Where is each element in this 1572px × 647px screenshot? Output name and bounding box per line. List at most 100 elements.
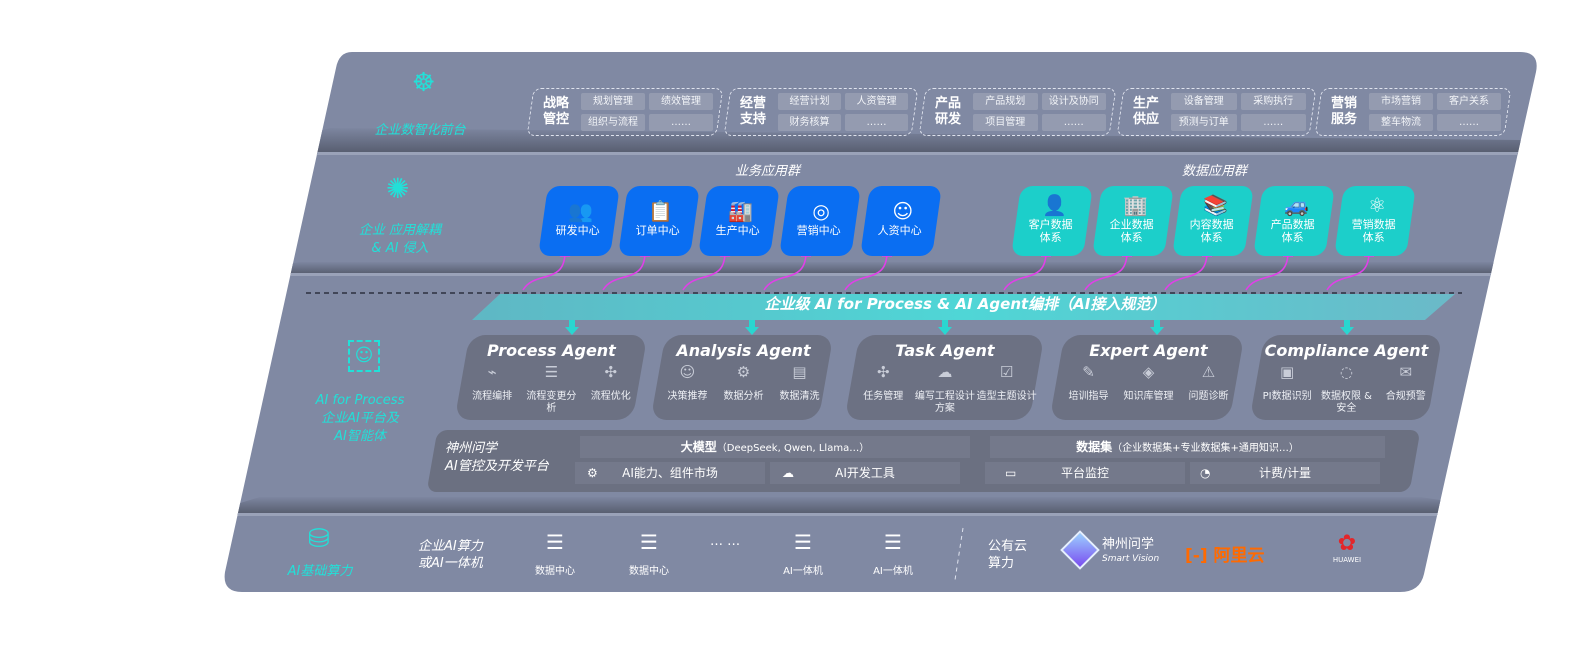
group-item[interactable]: 项目管理 — [973, 114, 1038, 131]
group-item[interactable]: 设备管理 — [1171, 93, 1237, 110]
group-item[interactable]: 市场营销 — [1369, 93, 1433, 110]
agent-feature[interactable]: ☑ 造型主题设计 — [977, 363, 1037, 415]
agent-card[interactable]: Analysis Agent ☺ 决策推荐 ⚙ 数据分析 ▤ 数据清洗 — [650, 335, 834, 420]
datasets-bar[interactable]: 数据集（企业数据集+专业数据集+通用知识…） — [990, 436, 1385, 458]
agent-feature[interactable]: ☰ 流程变更分析 — [522, 363, 581, 415]
group-item[interactable]: 客户关系 — [1437, 93, 1501, 110]
users-icon: 👥 — [567, 199, 593, 223]
group-item[interactable]: 整车物流 — [1369, 114, 1433, 131]
agent-card[interactable]: Expert Agent ✎ 培训指导 ◈ 知识库管理 ⚠ 问题诊断 — [1049, 335, 1245, 420]
agent-feature[interactable]: ⚙ 数据分析 — [715, 363, 771, 403]
group-item[interactable]: …… — [845, 114, 908, 131]
magenta-arrow — [763, 251, 807, 291]
agent-feature[interactable]: ⌁ 流程编排 — [462, 363, 521, 415]
app-tile[interactable]: 🏭 生产中心 — [698, 186, 780, 256]
app-tile[interactable]: 📋 订单中心 — [618, 186, 700, 256]
agent-features: ▣ PI数据识别 ◌ 数据权限 & 安全 ✉ 合规预警 — [1257, 363, 1435, 415]
layer-label-apps-line1: 企业 应用解耦 — [358, 223, 442, 238]
orchestration-banner — [472, 294, 1455, 320]
agent-feature[interactable]: ☁ 编写工程设计方案 — [914, 363, 975, 415]
group-item[interactable]: 绩效管理 — [649, 93, 713, 110]
group-item[interactable]: …… — [1041, 114, 1106, 131]
magenta-arrow — [602, 251, 646, 291]
teal-down-arrow — [565, 320, 579, 335]
models-bar[interactable]: 大模型（DeepSeek, Qwen, Llama…） — [580, 436, 970, 458]
agent-card[interactable]: Task Agent ✣ 任务管理 ☁ 编写工程设计方案 ☑ 造型主题设计 — [844, 335, 1045, 420]
devtools-bar[interactable]: ☁ AI开发工具 — [770, 462, 960, 484]
group-title: 营销服务 — [1330, 96, 1357, 127]
agent-feature[interactable]: ◌ 数据权限 & 安全 — [1317, 363, 1376, 415]
group-title: 生产供应 — [1132, 96, 1159, 127]
group-item[interactable]: 人资管理 — [845, 93, 908, 110]
billing-label: 计费/计量 — [1258, 466, 1312, 480]
feature-label: 合规预警 — [1385, 391, 1426, 402]
data-apps-title: 数据应用群 — [1182, 164, 1248, 179]
feature-icon: ▣ — [1280, 363, 1295, 381]
agent-card[interactable]: Process Agent ⌁ 流程编排 ☰ 流程变更分析 ✣ 流程优化 — [454, 335, 648, 420]
agent-feature[interactable]: ▤ 数据清洗 — [771, 363, 827, 403]
group-item[interactable]: 设计及协同 — [1041, 93, 1106, 110]
compute-node[interactable]: ☰ AI一体机 — [778, 530, 828, 577]
app-tile[interactable]: 🚙 产品数据体系 — [1253, 186, 1335, 256]
compute-node-label: 数据中心 — [629, 566, 669, 577]
group-item[interactable]: 组织与流程 — [581, 114, 645, 131]
group-item[interactable]: 经营计划 — [778, 93, 841, 110]
app-tile[interactable]: 📚 内容数据体系 — [1172, 186, 1254, 256]
agent-feature[interactable]: ◈ 知识库管理 — [1118, 363, 1178, 403]
server-icon: ☰ — [546, 530, 564, 554]
group-item[interactable]: …… — [649, 114, 713, 131]
app-tile[interactable]: ◎ 营销中心 — [779, 186, 861, 256]
compute-divider — [954, 527, 964, 581]
user-scan-icon: ☺ — [348, 340, 380, 372]
business-apps-title: 业务应用群 — [735, 164, 801, 179]
agent-feature[interactable]: ▣ PI数据识别 — [1257, 363, 1316, 415]
feature-label: 流程变更分析 — [526, 391, 577, 414]
compute-node[interactable]: ☰ AI一体机 — [868, 530, 918, 577]
feature-label: 数据清洗 — [779, 391, 820, 402]
monitor-icon: ▭ — [1005, 466, 1017, 480]
feature-label: 编写工程设计方案 — [914, 391, 975, 414]
app-tile-label: 研发中心 — [555, 224, 600, 237]
group-items: 产品规划 设计及协同 项目管理…… — [973, 93, 1106, 131]
layer-label-ai: AI for Process 企业AI平台及 AI智能体 — [300, 392, 420, 446]
agent-feature[interactable]: ✎ 培训指导 — [1058, 363, 1118, 403]
models-note: （DeepSeek, Qwen, Llama…） — [716, 443, 870, 454]
group-item[interactable]: 预测与订单 — [1171, 114, 1237, 131]
public-cloud-line1: 公有云 — [988, 539, 1028, 554]
market-bar[interactable]: ⚙ AI能力、组件市场 — [575, 462, 765, 484]
agent-card[interactable]: Compliance Agent ▣ PI数据识别 ◌ 数据权限 & 安全 ✉ 合规预警 — [1249, 335, 1443, 420]
compute-node[interactable]: ☰ 数据中心 — [624, 530, 674, 577]
feature-label: 数据权限 & 安全 — [1320, 391, 1372, 414]
monitor-bar[interactable]: ▭ 平台监控 — [985, 462, 1185, 484]
group-item[interactable]: …… — [1240, 114, 1306, 131]
feature-icon: ✎ — [1082, 363, 1095, 381]
app-tile[interactable]: ⚛ 营销数据体系 — [1334, 186, 1416, 256]
feature-label: PI数据识别 — [1262, 391, 1312, 402]
feature-icon: ☺ — [679, 363, 696, 381]
agent-feature[interactable]: ✣ 流程优化 — [581, 363, 640, 415]
group-item[interactable]: 产品规划 — [973, 93, 1038, 110]
app-tile[interactable]: 👥 研发中心 — [538, 186, 620, 256]
billing-bar[interactable]: ◔ 计费/计量 — [1190, 462, 1380, 484]
smartvision-en: Smart Vision — [1102, 554, 1160, 564]
feature-icon: ☑ — [999, 363, 1014, 381]
app-tile[interactable]: 👤 客户数据体系 — [1011, 186, 1093, 256]
app-tile-label: 营销数据体系 — [1351, 217, 1396, 244]
group-item[interactable]: 采购执行 — [1240, 93, 1306, 110]
feature-icon: ⚠ — [1201, 363, 1216, 381]
group-item[interactable]: 财务核算 — [778, 114, 841, 131]
agent-feature[interactable]: ⚠ 问题诊断 — [1178, 363, 1238, 403]
app-tile[interactable]: ☺ 人资中心 — [860, 186, 942, 256]
app-tile-label: 客户数据体系 — [1028, 217, 1073, 244]
car-icon: 🚙 — [1283, 192, 1309, 217]
huawei-petal-icon: ✿ — [1337, 531, 1357, 556]
agent-feature[interactable]: ☺ 决策推荐 — [659, 363, 715, 403]
app-tile[interactable]: 🏢 企业数据体系 — [1092, 186, 1174, 256]
magenta-arrow — [1084, 251, 1128, 291]
agent-feature[interactable]: ✣ 任务管理 — [853, 363, 913, 415]
group-item[interactable]: 规划管理 — [581, 93, 645, 110]
feature-icon: ◌ — [1339, 363, 1353, 381]
compute-node[interactable]: ☰ 数据中心 — [530, 530, 580, 577]
group-item[interactable]: …… — [1437, 114, 1501, 131]
agent-feature[interactable]: ✉ 合规预警 — [1376, 363, 1435, 415]
